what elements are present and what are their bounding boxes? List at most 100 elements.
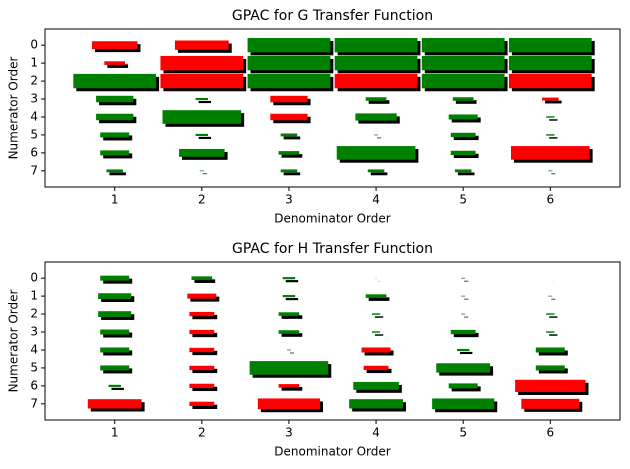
y-tick-label: 3	[30, 92, 38, 106]
cell	[100, 347, 130, 353]
y-tick-label: 5	[30, 127, 38, 141]
cell-shadow	[281, 154, 303, 158]
cell-shadow	[538, 350, 568, 356]
cell	[278, 312, 300, 316]
cell-shadow	[464, 316, 469, 318]
cell	[189, 383, 215, 389]
cell	[100, 275, 130, 281]
cell	[278, 330, 300, 334]
cell-shadow	[457, 172, 475, 176]
cell	[189, 329, 215, 335]
cell-shadow	[370, 172, 388, 176]
cell-shadow	[455, 100, 477, 104]
chart-title: GPAC for G Transfer Function	[232, 8, 433, 24]
cell-shadow	[374, 316, 384, 318]
cell	[371, 331, 381, 333]
cell-shadow	[453, 153, 479, 159]
y-tick-label: 4	[30, 109, 38, 123]
cell-shadow	[549, 316, 558, 318]
cell-shadow	[103, 278, 133, 284]
cell	[448, 114, 478, 120]
cell	[334, 55, 418, 71]
cell	[365, 97, 387, 101]
cell-shadow	[464, 298, 469, 300]
cell	[450, 150, 476, 156]
cell	[334, 37, 418, 53]
cell	[456, 348, 470, 352]
y-axis-label: Numerator Order	[7, 57, 21, 160]
cell	[96, 113, 134, 121]
cell	[546, 331, 555, 333]
cell	[106, 169, 123, 173]
cell-shadow	[545, 100, 562, 104]
cell-shadow	[285, 280, 299, 283]
cell	[160, 73, 244, 89]
cell	[270, 95, 308, 103]
cell	[278, 151, 300, 155]
cell-shadow	[281, 315, 303, 319]
cell	[160, 55, 244, 71]
cell-shadow	[103, 332, 133, 338]
cell-shadow	[549, 119, 558, 121]
cell-shadow	[103, 350, 133, 356]
cell-shadow	[101, 296, 135, 302]
cell-shadow	[551, 173, 556, 175]
cell	[432, 398, 495, 410]
cell-shadow	[453, 135, 479, 141]
cell-shadow	[190, 296, 220, 302]
x-tick-label: 6	[546, 193, 554, 207]
cell	[353, 381, 399, 390]
cell-shadow	[451, 386, 481, 392]
cell	[189, 347, 215, 353]
y-tick-label: 0	[30, 38, 38, 52]
cell-shadow	[194, 279, 216, 283]
cell	[189, 365, 215, 371]
y-tick-label: 4	[30, 342, 38, 356]
cell	[546, 313, 555, 315]
cell	[73, 73, 157, 89]
cell-shadow	[549, 137, 558, 139]
cell	[508, 73, 592, 89]
x-tick-label: 5	[459, 426, 467, 440]
cell	[461, 313, 466, 315]
cell	[249, 361, 329, 375]
cell-shadow	[551, 298, 556, 300]
cell	[461, 277, 466, 279]
cell	[280, 169, 298, 173]
cell	[189, 401, 215, 406]
cell-shadow	[289, 352, 295, 354]
cell	[247, 55, 331, 71]
cell	[100, 132, 130, 138]
x-tick-label: 2	[198, 426, 206, 440]
cell	[535, 365, 565, 371]
x-tick-label: 2	[198, 193, 206, 207]
cell	[282, 277, 296, 280]
x-axis-label: Denominator Order	[274, 212, 391, 226]
cell	[247, 73, 331, 89]
y-tick-label: 7	[30, 163, 38, 177]
cell-shadow	[368, 297, 390, 301]
y-tick-label: 2	[30, 307, 38, 321]
cell-shadow	[453, 332, 479, 338]
cell	[96, 95, 134, 103]
cell	[174, 40, 229, 50]
y-tick-label: 6	[30, 378, 38, 392]
cell	[286, 349, 292, 351]
cell-shadow	[366, 368, 392, 374]
axes-frame	[44, 28, 621, 188]
cell-shadow	[374, 334, 384, 336]
cell	[363, 365, 389, 371]
cell	[510, 146, 590, 160]
cell-shadow	[549, 334, 558, 336]
cell	[199, 170, 204, 172]
chart-title: GPAC for H Transfer Function	[232, 241, 433, 257]
x-tick-label: 6	[546, 426, 554, 440]
cell	[373, 134, 379, 136]
cell	[191, 276, 213, 280]
cell	[100, 329, 130, 335]
cell	[548, 170, 553, 172]
cell	[270, 113, 308, 121]
cell	[546, 134, 555, 136]
y-tick-label: 1	[30, 56, 38, 70]
